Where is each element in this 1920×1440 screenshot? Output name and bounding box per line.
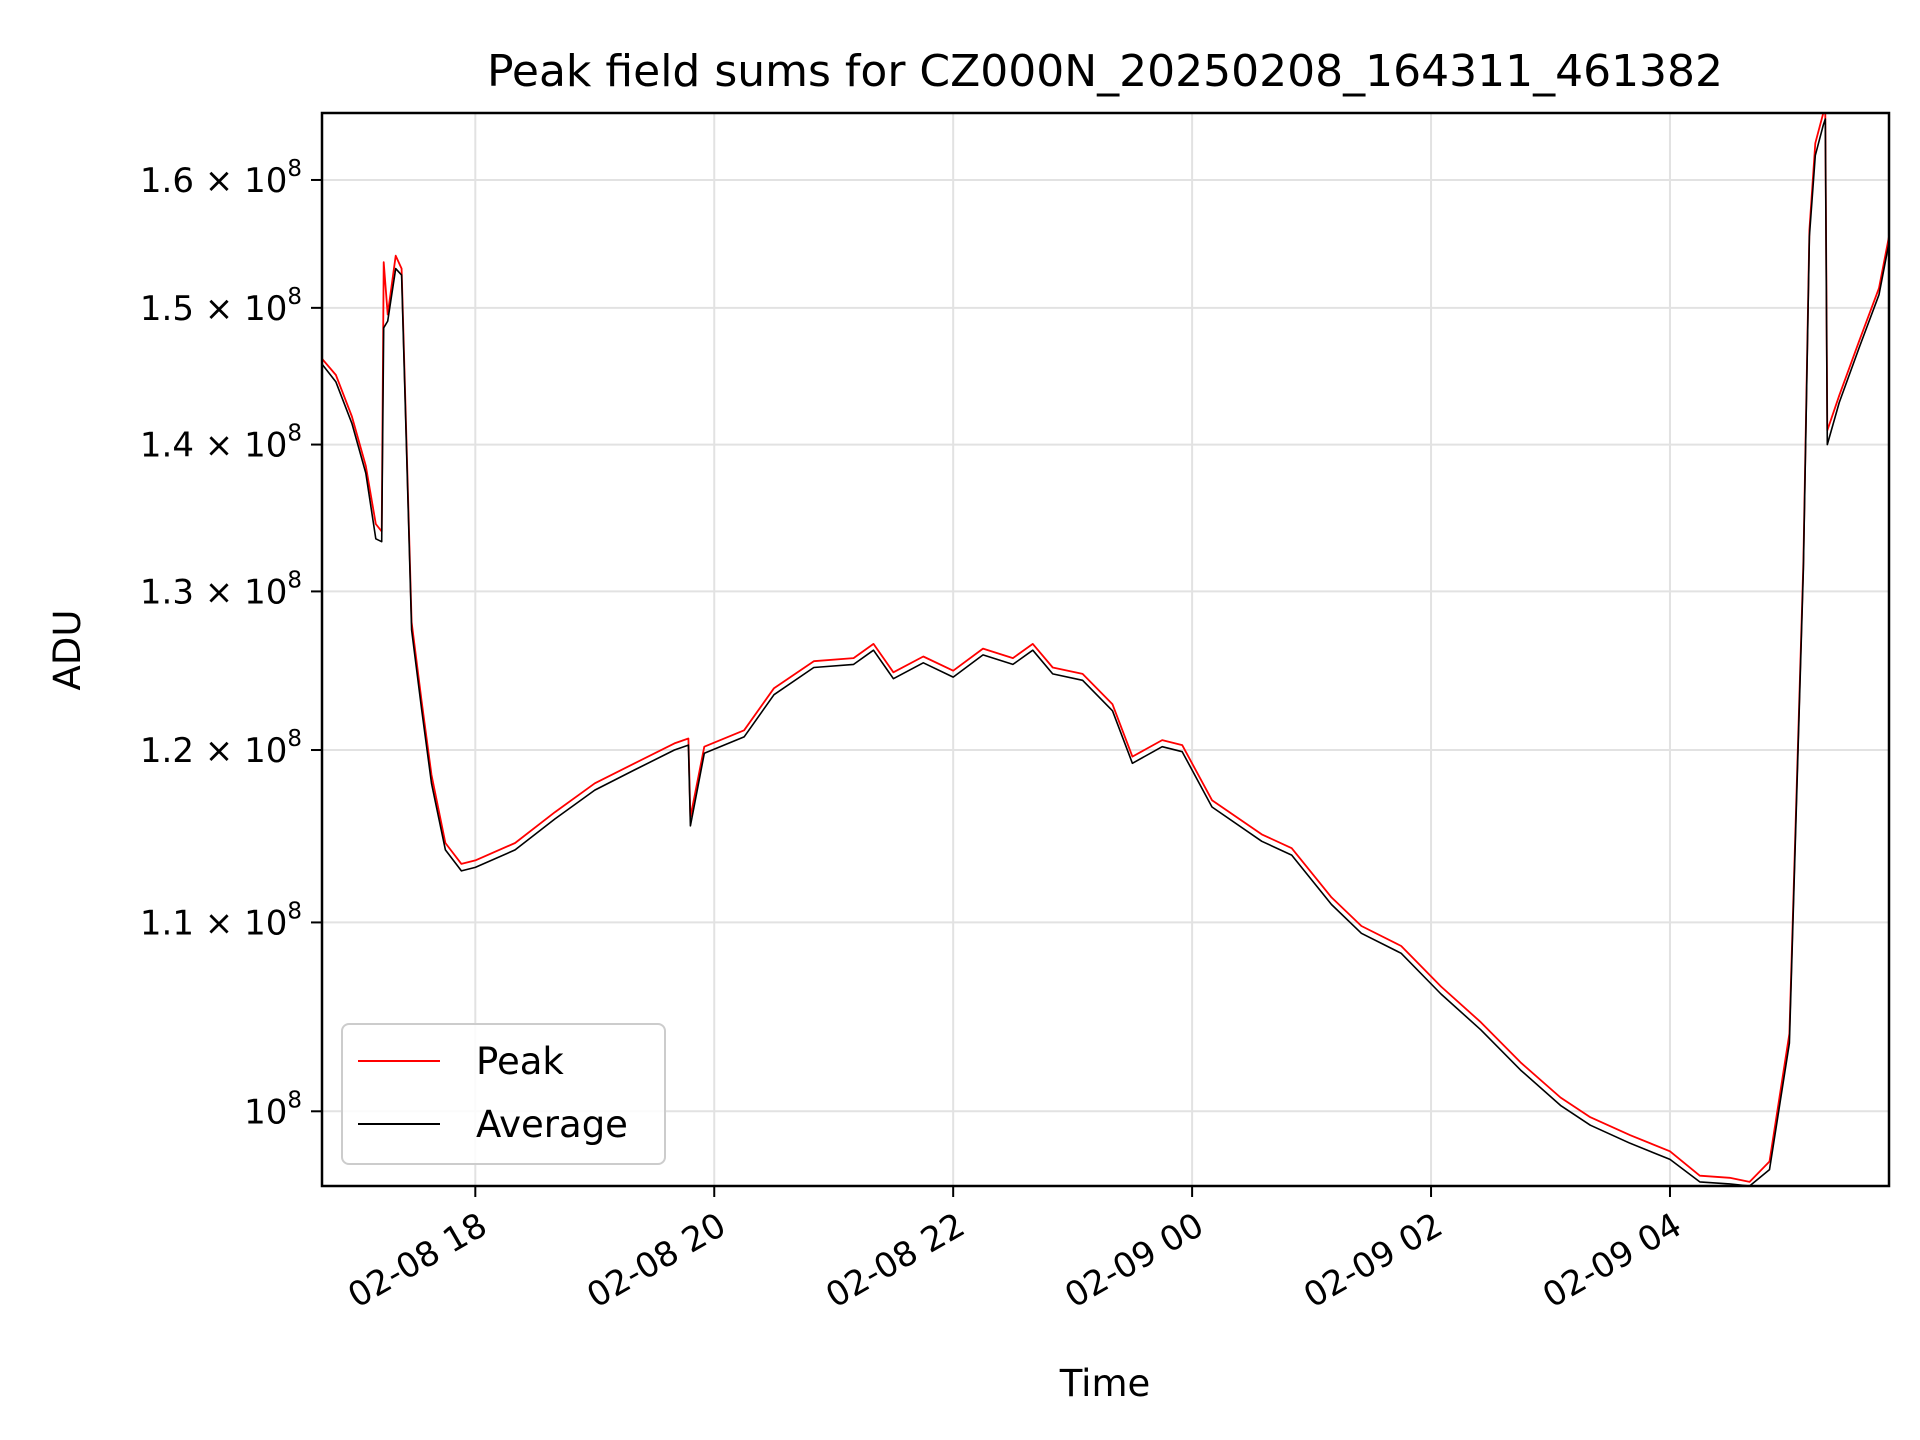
- y-tick-base: 10: [244, 289, 287, 329]
- y-tick-base: 10: [244, 572, 287, 612]
- y-tick-label: 1.2 × 108: [140, 726, 302, 771]
- y-tick-label: 108: [244, 1087, 302, 1132]
- y-tick-exponent: 8: [287, 156, 302, 182]
- series-line-average: [322, 118, 1889, 1186]
- y-tick-base: 10: [244, 731, 287, 771]
- y-tick-exponent: 8: [287, 567, 302, 593]
- legend-label-peak: Peak: [476, 1040, 564, 1083]
- y-tick-exponent: 8: [287, 421, 302, 447]
- y-tick-base: 10: [244, 161, 287, 201]
- grid: [322, 113, 1889, 1186]
- series-line-peak: [322, 113, 1889, 1183]
- y-tick-exponent: 8: [287, 284, 302, 310]
- y-tick-base: 10: [244, 426, 287, 466]
- y-tick-exponent: 8: [287, 898, 302, 924]
- y-tick-base: 10: [244, 903, 287, 943]
- y-tick-mantissa: 1.2 ×: [140, 731, 244, 771]
- chart-title: Peak field sums for CZ000N_20250208_1643…: [487, 46, 1723, 97]
- series-layer: [322, 113, 1889, 1186]
- y-tick-label: 1.4 × 108: [140, 421, 302, 466]
- legend-label-average: Average: [476, 1103, 628, 1146]
- y-tick-mantissa: 1.1 ×: [140, 903, 244, 943]
- y-axis-label: ADU: [46, 610, 89, 691]
- y-tick-exponent: 8: [287, 726, 302, 752]
- y-tick-mantissa: 1.5 ×: [140, 289, 244, 329]
- y-tick-mantissa: 1.4 ×: [140, 426, 244, 466]
- y-tick-exponent: 8: [287, 1087, 302, 1113]
- series-clip-group: [322, 113, 1889, 1186]
- y-tick-mantissa: 1.3 ×: [140, 572, 244, 612]
- y-tick-label: 1.1 × 108: [140, 898, 302, 943]
- y-tick-label: 1.5 × 108: [140, 284, 302, 329]
- plot-area-frame: [320, 111, 1891, 1188]
- x-axis-label: Time: [1059, 1362, 1151, 1405]
- y-tick-base: 10: [244, 1092, 287, 1132]
- y-tick-mantissa: 1.6 ×: [140, 161, 244, 201]
- y-tick-label: 1.3 × 108: [140, 567, 302, 612]
- y-tick-label: 1.6 × 108: [140, 156, 302, 201]
- legend-box: [341, 1023, 666, 1165]
- legend: Peak Average: [341, 1023, 666, 1165]
